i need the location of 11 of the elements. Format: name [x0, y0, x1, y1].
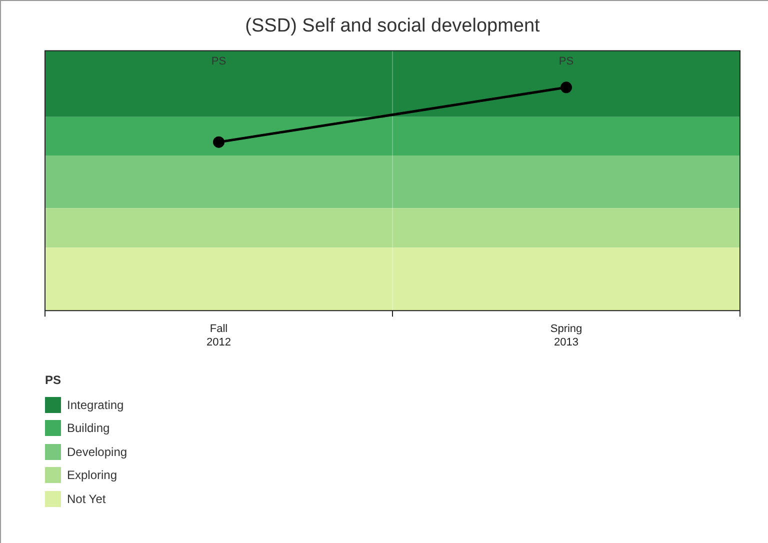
legend-title: PS [45, 373, 62, 387]
x-tick-label: Fall 2012 [206, 323, 231, 348]
legend-label: Building [67, 421, 110, 436]
text: PS [558, 55, 574, 68]
chart-title: (SSD) Self and social development [245, 16, 541, 37]
legend-label: Exploring [67, 468, 118, 482]
legend-label: Integrating [67, 398, 124, 412]
legend-label: Developing [67, 444, 128, 459]
legend-label: Not Yet [67, 492, 106, 506]
text: PS [211, 55, 226, 68]
x-tick-label: Spring 2013 [550, 323, 582, 348]
